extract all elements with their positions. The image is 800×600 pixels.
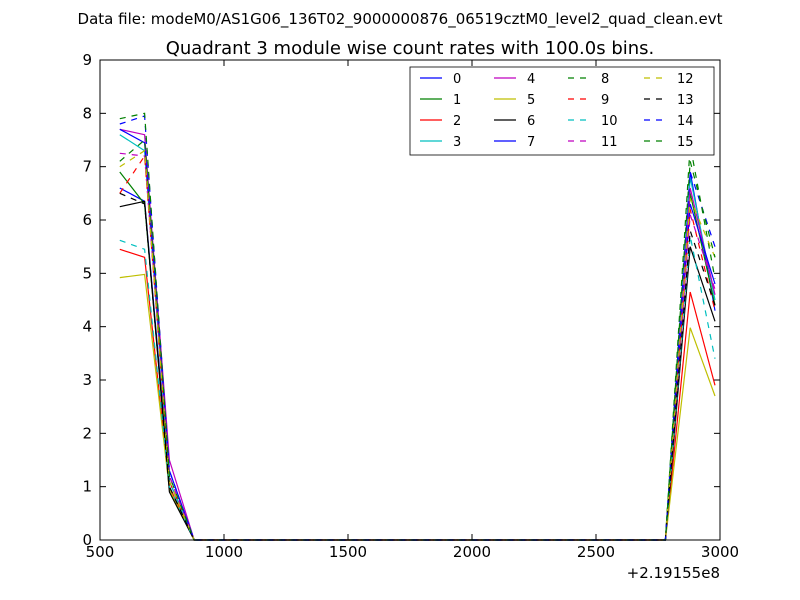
y-tick-label: 6 [82, 211, 92, 229]
legend-label-8: 8 [601, 72, 609, 87]
y-tick-label: 1 [82, 478, 92, 496]
legend-label-1: 1 [453, 93, 461, 108]
legend-box [409, 66, 715, 156]
legend-label-2: 2 [453, 114, 461, 129]
legend-label-15: 15 [677, 135, 694, 150]
x-tick-label: 2000 [453, 543, 491, 561]
y-tick-label: 8 [82, 104, 92, 122]
legend-label-5: 5 [527, 93, 535, 108]
x-tick-label: 1500 [329, 543, 367, 561]
y-tick-label: 9 [82, 51, 92, 69]
series-line-8 [119, 138, 716, 541]
legend-label-12: 12 [677, 72, 694, 87]
y-tick-label: 2 [82, 424, 92, 442]
legend-label-13: 13 [677, 93, 694, 108]
legend-label-3: 3 [453, 135, 461, 150]
legend-label-6: 6 [527, 114, 535, 129]
plot-frame [99, 59, 721, 541]
series-line-13 [119, 192, 716, 541]
x-offset-label: +2.19155e8 [627, 564, 720, 582]
y-tick-label: 5 [82, 264, 92, 282]
legend-label-10: 10 [601, 114, 618, 129]
legend-label-7: 7 [527, 135, 535, 150]
y-tick-label: 7 [82, 158, 92, 176]
x-tick-label: 500 [86, 543, 115, 561]
x-tick-label: 2500 [577, 543, 615, 561]
y-tick-label: 3 [82, 371, 92, 389]
suptitle: Data file: modeM0/AS1G06_136T02_90000008… [78, 10, 723, 29]
x-tick-label: 3000 [701, 543, 739, 561]
legend-label-0: 0 [453, 72, 461, 87]
y-tick-label: 0 [82, 531, 92, 549]
legend-label-14: 14 [677, 114, 694, 129]
legend-label-9: 9 [601, 93, 609, 108]
x-tick-label: 1000 [205, 543, 243, 561]
y-tick-label: 4 [82, 318, 92, 336]
legend-label-11: 11 [601, 135, 618, 150]
legend-label-4: 4 [527, 72, 535, 87]
chart-title: Quadrant 3 module wise count rates with … [166, 38, 655, 59]
